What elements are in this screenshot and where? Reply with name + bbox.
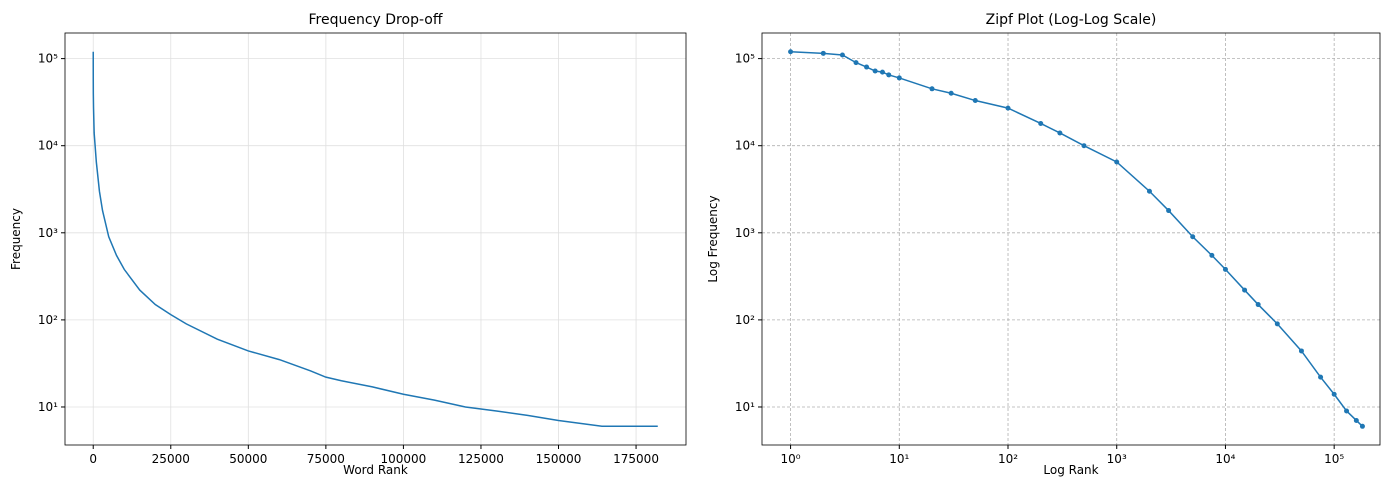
y-tick-label: 10² <box>735 313 755 327</box>
x-tick-label: 125000 <box>458 452 504 466</box>
y-tick-label: 10¹ <box>735 400 755 414</box>
x-tick-label: 10¹ <box>889 452 909 466</box>
x-tick-label: 50000 <box>229 452 267 466</box>
data-point <box>1081 143 1087 149</box>
data-point <box>1359 423 1365 429</box>
chart-title: Frequency Drop-off <box>309 12 443 28</box>
data-point <box>1222 266 1228 272</box>
data-point <box>879 69 885 75</box>
y-tick-label: 10³ <box>38 226 58 240</box>
y-tick-label: 10² <box>38 313 58 327</box>
x-tick-label: 175000 <box>613 452 659 466</box>
data-point <box>1255 302 1261 308</box>
y-tick-label: 10⁵ <box>735 52 755 66</box>
data-point <box>1005 105 1011 111</box>
y-axis-label: Log Frequency <box>706 195 720 282</box>
data-point <box>1242 287 1248 293</box>
data-point <box>972 98 978 104</box>
data-point <box>1298 348 1304 354</box>
data-line <box>790 50 1363 427</box>
x-tick-label: 10² <box>998 452 1018 466</box>
y-tick-label: 10³ <box>735 226 755 240</box>
x-axis-label: Log Rank <box>1043 463 1098 477</box>
data-line <box>92 51 658 428</box>
data-point <box>1190 234 1196 240</box>
data-point <box>929 86 935 92</box>
data-point <box>864 64 870 70</box>
x-tick-label: 10⁰ <box>781 452 801 466</box>
x-tick-label: 10⁴ <box>1215 452 1235 466</box>
data-point <box>1318 374 1324 380</box>
x-tick-label: 25000 <box>152 452 190 466</box>
data-point <box>1353 417 1359 423</box>
x-tick-label: 150000 <box>536 452 582 466</box>
data-point <box>853 60 859 66</box>
y-tick-label: 10⁵ <box>38 52 58 66</box>
data-point <box>1146 188 1152 194</box>
y-tick-label: 10⁴ <box>735 139 755 153</box>
x-tick-label: 100000 <box>381 452 427 466</box>
y-axis-label: Frequency <box>9 208 23 270</box>
plot-frame <box>761 32 1381 446</box>
data-point <box>820 50 826 56</box>
data-point <box>872 68 878 74</box>
data-point <box>896 75 902 81</box>
data-point <box>1038 120 1044 126</box>
data-point <box>788 49 794 55</box>
data-point <box>886 72 892 78</box>
x-tick-label: 10³ <box>1107 452 1127 466</box>
data-point <box>1114 159 1120 165</box>
data-point <box>839 52 845 58</box>
x-tick-label: 10⁵ <box>1324 452 1344 466</box>
data-point <box>1331 391 1337 397</box>
x-tick-label: 0 <box>89 452 97 466</box>
y-tick-label: 10⁴ <box>38 139 58 153</box>
data-point <box>1344 408 1350 414</box>
y-tick-label: 10¹ <box>38 400 58 414</box>
data-point <box>1166 208 1172 214</box>
chart-title: Zipf Plot (Log-Log Scale) <box>986 12 1157 28</box>
data-point <box>1209 252 1215 258</box>
data-point <box>948 90 954 96</box>
x-axis-label: Word Rank <box>343 463 408 477</box>
x-tick-label: 75000 <box>307 452 345 466</box>
plot-frame <box>64 32 687 446</box>
data-point <box>1057 130 1063 136</box>
data-point <box>1274 321 1280 327</box>
